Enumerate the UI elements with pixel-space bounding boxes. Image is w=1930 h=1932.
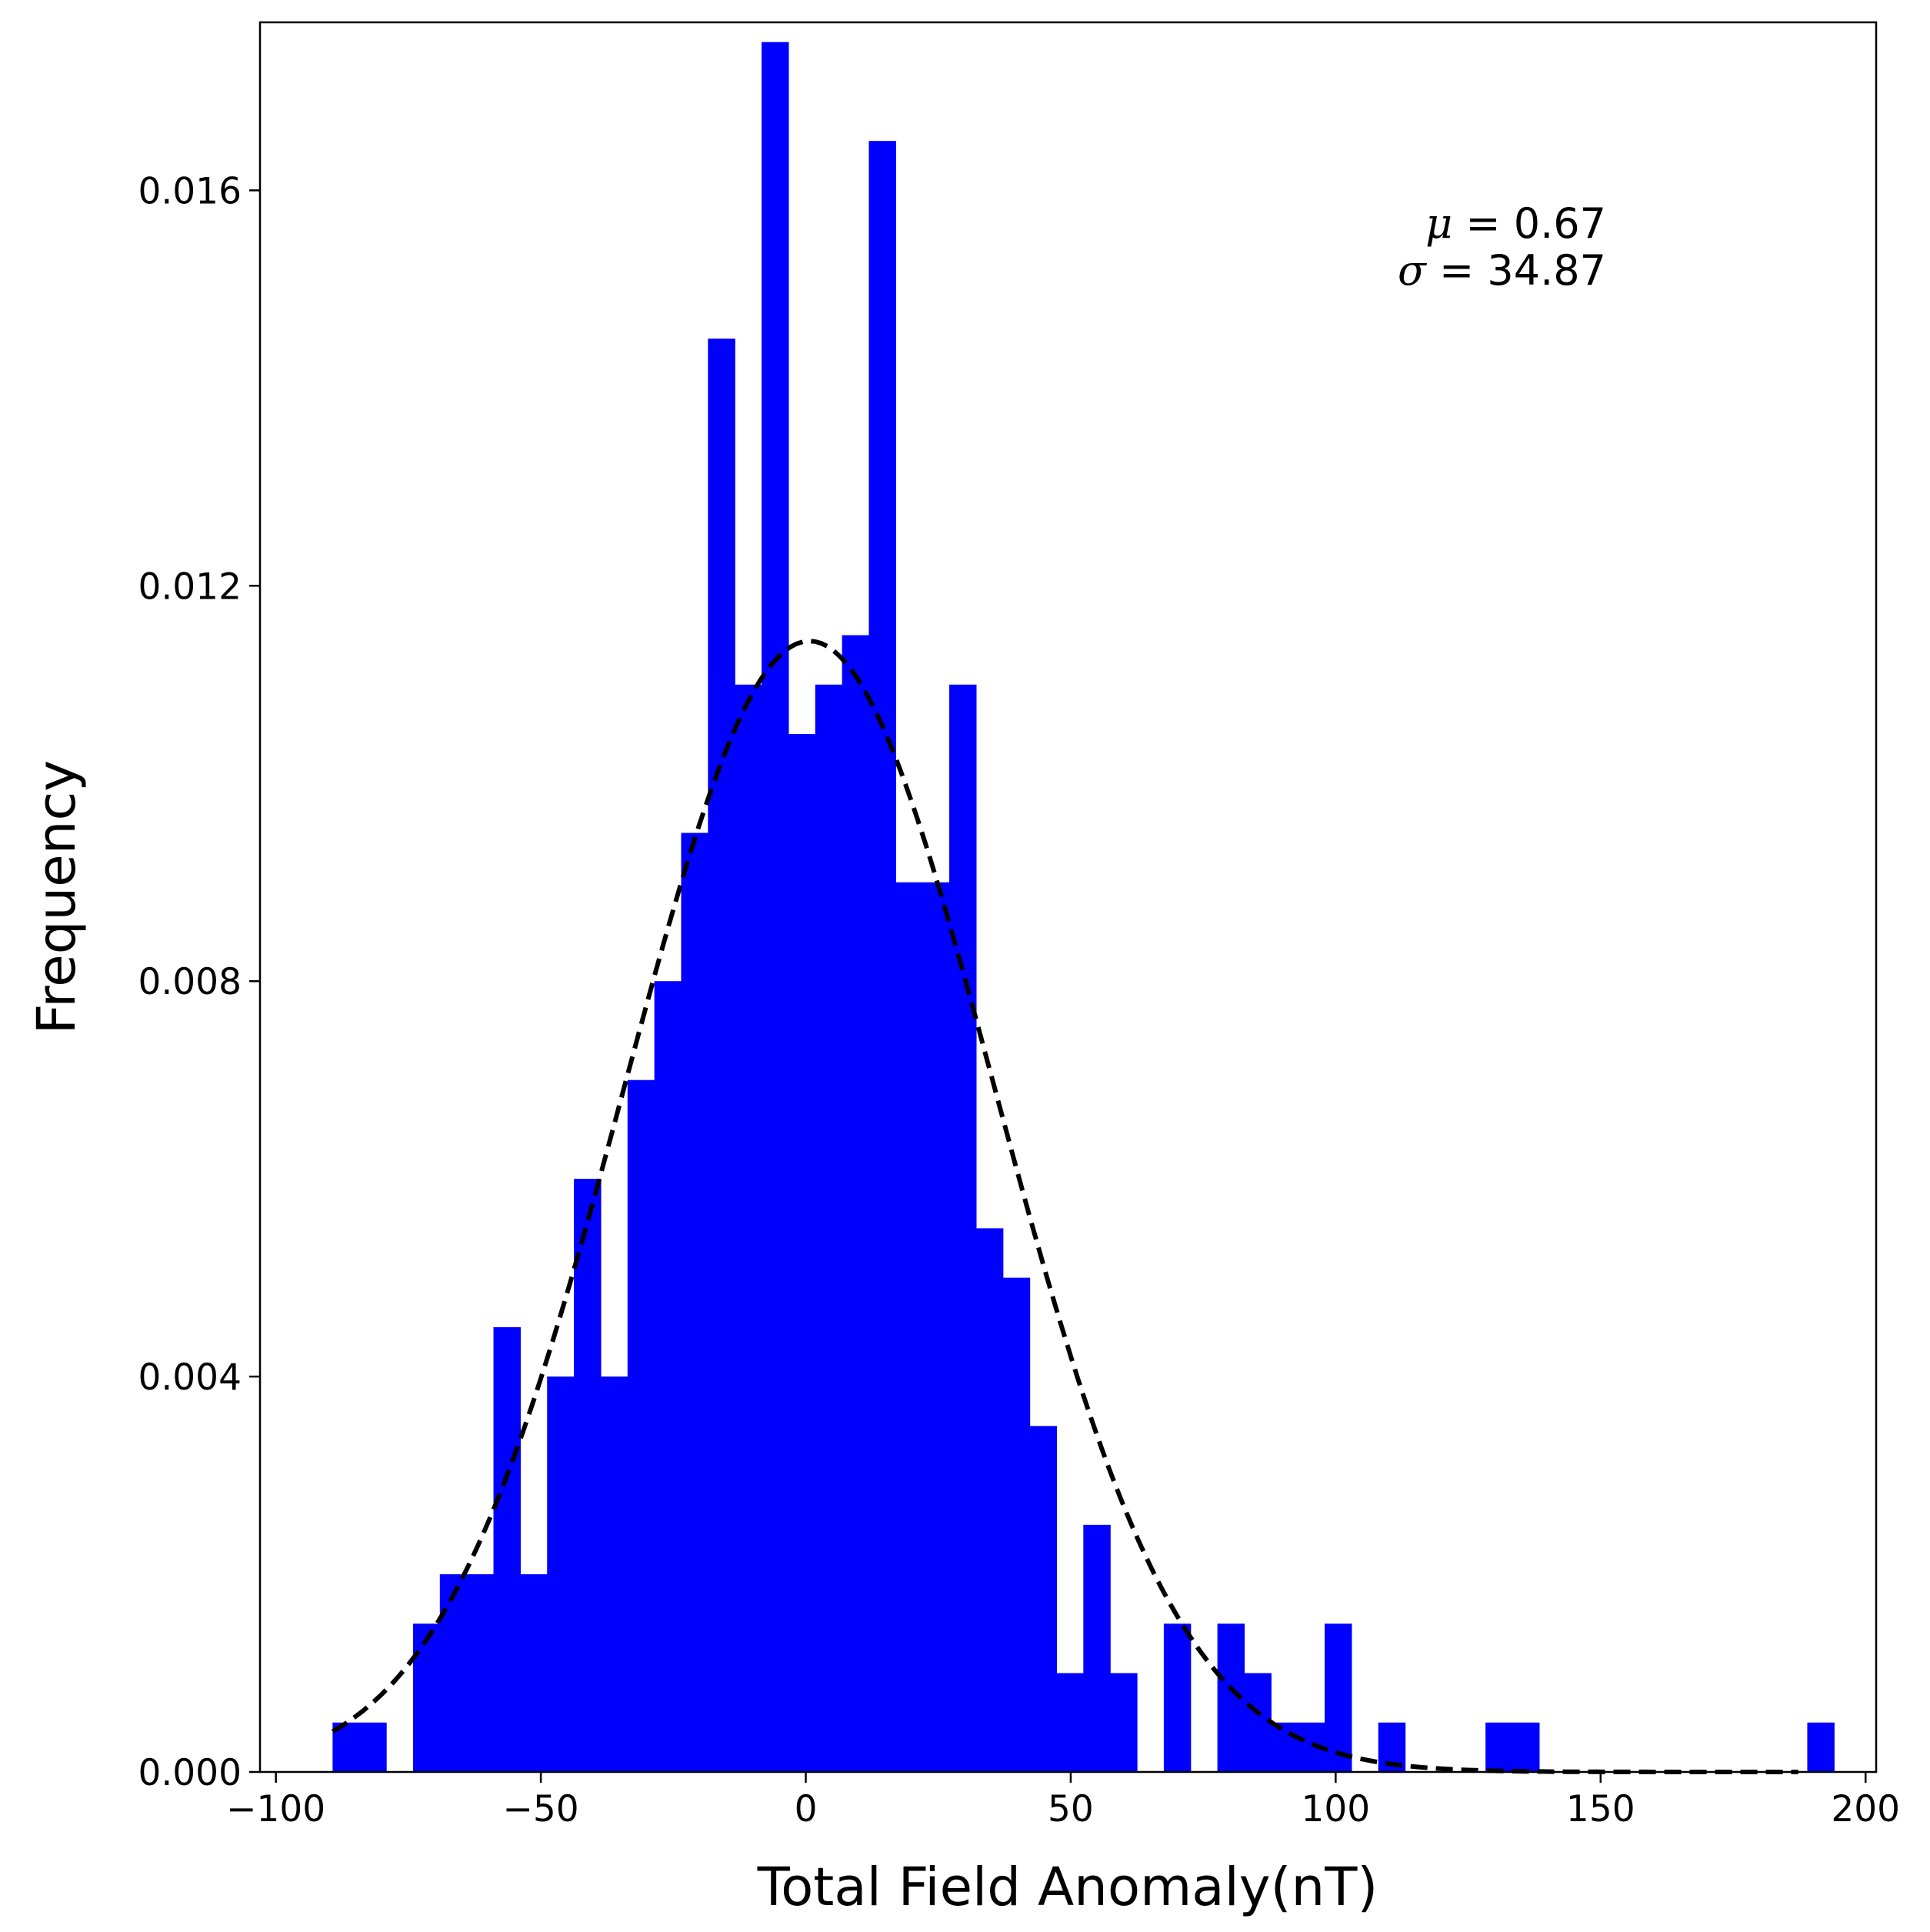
histogram-bar (815, 684, 843, 1772)
histogram-bar (975, 1228, 1004, 1772)
histogram-bar (1110, 1673, 1138, 1772)
histogram-bar (1163, 1623, 1192, 1772)
x-tick-label: 50 (1048, 1788, 1094, 1830)
histogram-bar (466, 1574, 495, 1772)
x-tick-label: 150 (1566, 1788, 1635, 1830)
histogram-bar (762, 42, 789, 1773)
sigma-symbol: σ (1398, 246, 1428, 295)
y-tick-label: 0.004 (138, 1356, 242, 1399)
histogram-bars (332, 42, 1835, 1773)
histogram-bar (681, 833, 708, 1772)
histogram-bar (1271, 1722, 1298, 1772)
plot-frame (258, 21, 1878, 1774)
histogram-bar (1512, 1722, 1540, 1772)
sigma-annotation: σ = 34.87 (1398, 246, 1606, 295)
x-tick-label: 0 (795, 1788, 818, 1830)
histogram-bar (1002, 1277, 1031, 1772)
mu-annotation: μ = 0.67 (1425, 199, 1606, 248)
histogram-bar (949, 684, 977, 1772)
x-tick-label: 200 (1831, 1788, 1900, 1830)
histogram-bar (627, 1079, 655, 1772)
histogram-bar (1029, 1426, 1058, 1772)
histogram-bar (735, 684, 762, 1772)
x-axis: −100 −50 0 50 100 150 200 (226, 1772, 1900, 1830)
histogram-bar (842, 635, 870, 1772)
x-tick-label: 100 (1302, 1788, 1371, 1830)
histogram-bar (600, 1376, 628, 1772)
histogram-bar (493, 1326, 521, 1772)
mu-symbol: μ (1425, 199, 1452, 248)
histogram-bar (868, 141, 896, 1773)
x-tick-label: −50 (502, 1788, 578, 1830)
histogram-bar (1807, 1722, 1835, 1772)
histogram-bar (895, 882, 923, 1772)
x-tick-label: −100 (226, 1788, 325, 1830)
fit-parameters-annotation: μ = 0.67 σ = 34.87 (1398, 199, 1606, 295)
histogram-bar (1083, 1524, 1111, 1772)
histogram-bar (1244, 1673, 1272, 1772)
mu-value: = 0.67 (1452, 199, 1606, 248)
histogram-bar (1056, 1673, 1084, 1772)
histogram-bar (788, 734, 816, 1772)
sigma-value: = 34.87 (1426, 246, 1606, 295)
x-axis-label: Total Field Anomaly(nT) (757, 1857, 1378, 1918)
y-tick-label: 0.000 (138, 1752, 242, 1794)
histogram-bar (1485, 1722, 1513, 1772)
y-tick-label: 0.012 (138, 566, 242, 608)
histogram-bar (439, 1574, 468, 1772)
histogram-bar (547, 1376, 575, 1772)
histogram-bar (1325, 1623, 1352, 1772)
histogram-bar (708, 339, 735, 1772)
histogram-bar (654, 981, 682, 1772)
histogram-bar (412, 1623, 441, 1772)
y-tick-label: 0.008 (138, 961, 242, 1003)
y-axis: 0.000 0.004 0.008 0.012 0.016 (138, 170, 260, 1794)
histogram-bar (574, 1179, 602, 1772)
y-tick-label: 0.016 (138, 170, 242, 212)
histogram-bar (922, 882, 950, 1772)
histogram-bar (359, 1722, 387, 1772)
histogram-bar (520, 1574, 548, 1772)
y-axis-label: Frequency (26, 760, 88, 1034)
